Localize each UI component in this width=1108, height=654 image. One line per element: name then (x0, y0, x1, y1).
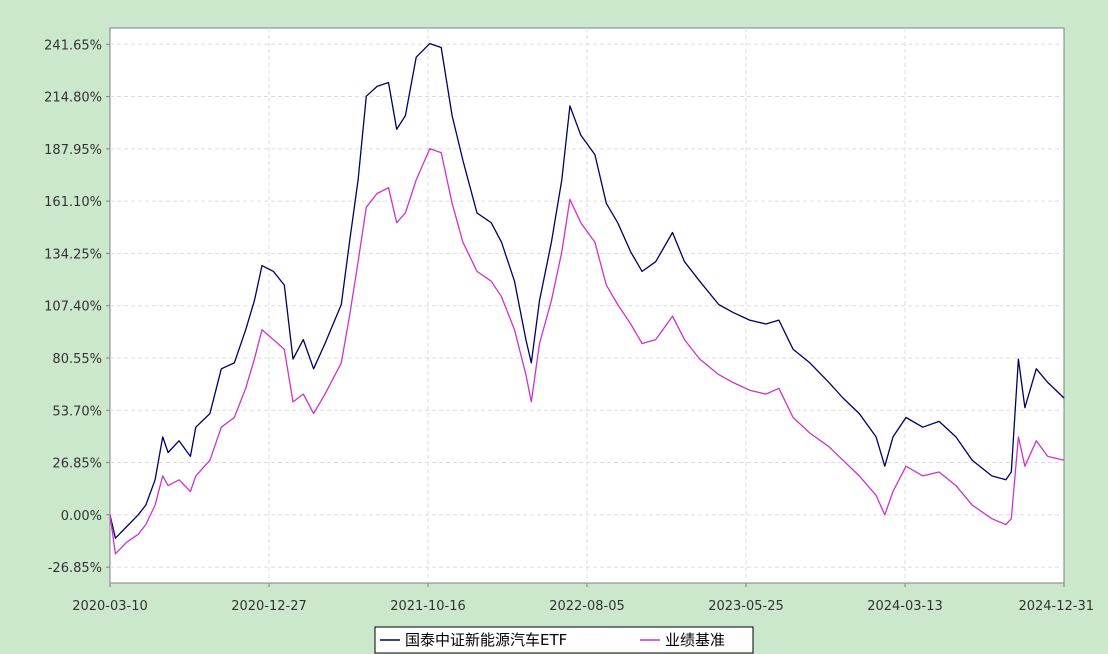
legend-label-series-1: 国泰中证新能源汽车ETF (405, 631, 567, 649)
y-tick-label: 214.80% (44, 91, 102, 106)
y-tick-label: -26.85% (48, 561, 102, 576)
legend-box (374, 626, 754, 654)
y-tick-label: 107.40% (44, 300, 102, 315)
y-tick-label: 53.70% (52, 404, 102, 419)
y-axis: -26.85% 0.00% 26.85% 53.70% 80.55% 107.40% 134… (44, 38, 110, 576)
series-line-1 (109, 42, 1065, 539)
y-tick-label: 161.10% (44, 195, 102, 210)
x-tick-label: 2024-03-13 (867, 599, 943, 614)
legend: 国泰中证新能源汽车ETF 业绩基准 (374, 626, 754, 654)
series-group (109, 42, 1065, 555)
y-tick-label: 241.65% (44, 38, 102, 53)
x-tick-label: 2022-08-05 (549, 599, 625, 614)
grid-lines (110, 28, 1064, 583)
x-axis: 2020-03-10 2020-12-27 2021-10-16 2022-08-05… (72, 583, 1094, 614)
legend-label-series-2: 业绩基准 (665, 631, 725, 649)
y-tick-label: 187.95% (44, 143, 102, 158)
y-tick-label: 0.00% (61, 509, 102, 524)
x-tick-label: 2021-10-16 (390, 599, 466, 614)
series-line-2 (109, 148, 1065, 555)
x-tick-label: 2020-03-10 (72, 599, 148, 614)
x-tick-label: 2024-12-31 (1018, 599, 1094, 614)
y-tick-label: 80.55% (52, 352, 102, 367)
y-tick-label: 26.85% (52, 457, 102, 472)
x-tick-label: 2020-12-27 (231, 599, 307, 614)
y-tick-label: 134.25% (44, 247, 102, 262)
x-tick-label: 2023-05-25 (708, 599, 784, 614)
